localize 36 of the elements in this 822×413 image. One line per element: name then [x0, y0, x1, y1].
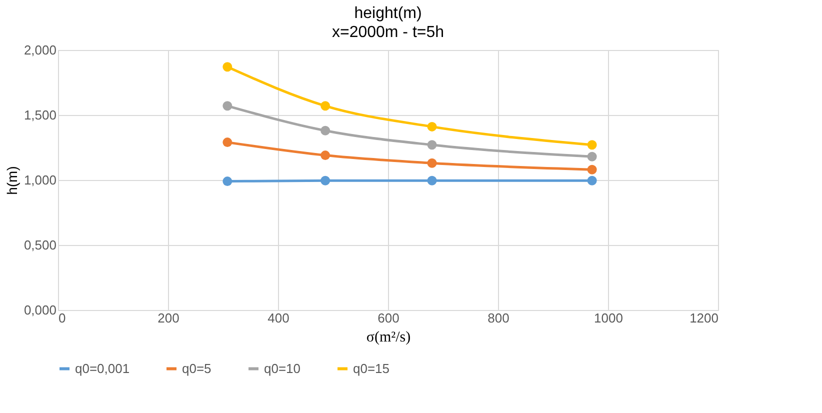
chart-title: height(m) [354, 5, 422, 22]
point [320, 176, 330, 186]
point [587, 152, 597, 162]
x-axis-title: σ(m²/s) [366, 330, 411, 346]
y-tick-label: 0,000 [24, 302, 56, 318]
point [587, 164, 597, 174]
x-tick-label: 400 [268, 310, 290, 326]
point [587, 140, 597, 150]
x-tick-label: 1200 [690, 310, 718, 326]
x-tick-label: 200 [158, 310, 180, 326]
y-tick-label: 1,000 [24, 172, 56, 188]
point [222, 176, 232, 186]
x-tick-label: 1000 [594, 310, 623, 326]
point [427, 158, 437, 168]
y-tick-label: 0,500 [24, 238, 56, 252]
chart-subtitle: x=2000m - t=5h [332, 24, 444, 41]
point [222, 101, 232, 111]
y-tick-label: 1,500 [24, 108, 56, 122]
y-tick-label: 2,000 [24, 42, 56, 58]
x-tick-label: 600 [378, 310, 400, 326]
y-axis-title: h(m) [4, 166, 20, 195]
x-tick-label: 800 [488, 310, 510, 326]
point [320, 126, 330, 136]
point [222, 138, 232, 148]
point [427, 176, 437, 186]
point [427, 140, 437, 150]
legend-label: q0=15 [353, 360, 390, 376]
x-tick-label: 0 [58, 310, 66, 326]
point [320, 101, 330, 111]
point [587, 176, 597, 186]
legend-label: q0=5 [182, 360, 212, 376]
point [320, 150, 330, 160]
point [222, 62, 232, 72]
legend-label: q0=0,001 [75, 360, 130, 376]
legend-label: q0=10 [264, 360, 301, 376]
point [427, 122, 437, 132]
